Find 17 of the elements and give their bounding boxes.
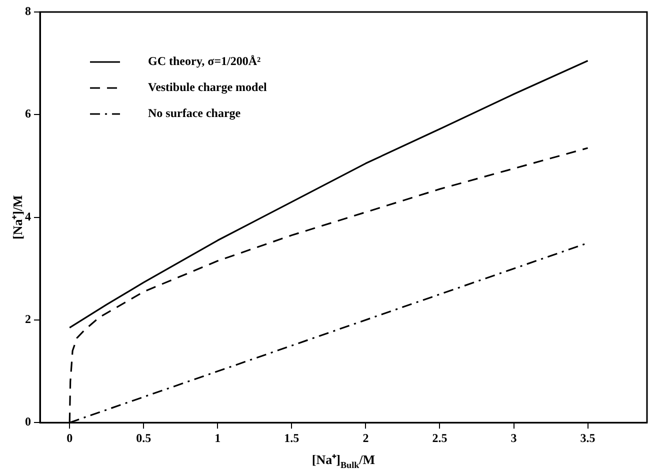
y-axis-title: [Na⁺]/M: [10, 195, 25, 240]
y-tick-label: 2: [25, 312, 31, 326]
x-tick-label: 2.5: [432, 430, 448, 445]
legend-label: Vestibule charge model: [148, 80, 268, 94]
x-tick-label: 0: [66, 430, 73, 445]
x-tick-label: 1: [214, 430, 221, 445]
legend-label: No surface charge: [148, 106, 242, 120]
x-tick-label: 2: [362, 430, 369, 445]
y-tick-label: 6: [25, 106, 31, 121]
x-tick-label: 3: [510, 430, 517, 445]
x-tick-label: 1.5: [284, 430, 300, 445]
legend-label: GC theory, σ=1/200Å²: [148, 54, 262, 68]
y-tick-label: 0: [25, 414, 31, 429]
x-tick-label: 3.5: [580, 430, 596, 445]
y-tick-label: 8: [25, 4, 31, 18]
x-tick-label: 0.5: [136, 430, 152, 445]
y-tick-label: 4: [25, 209, 31, 224]
